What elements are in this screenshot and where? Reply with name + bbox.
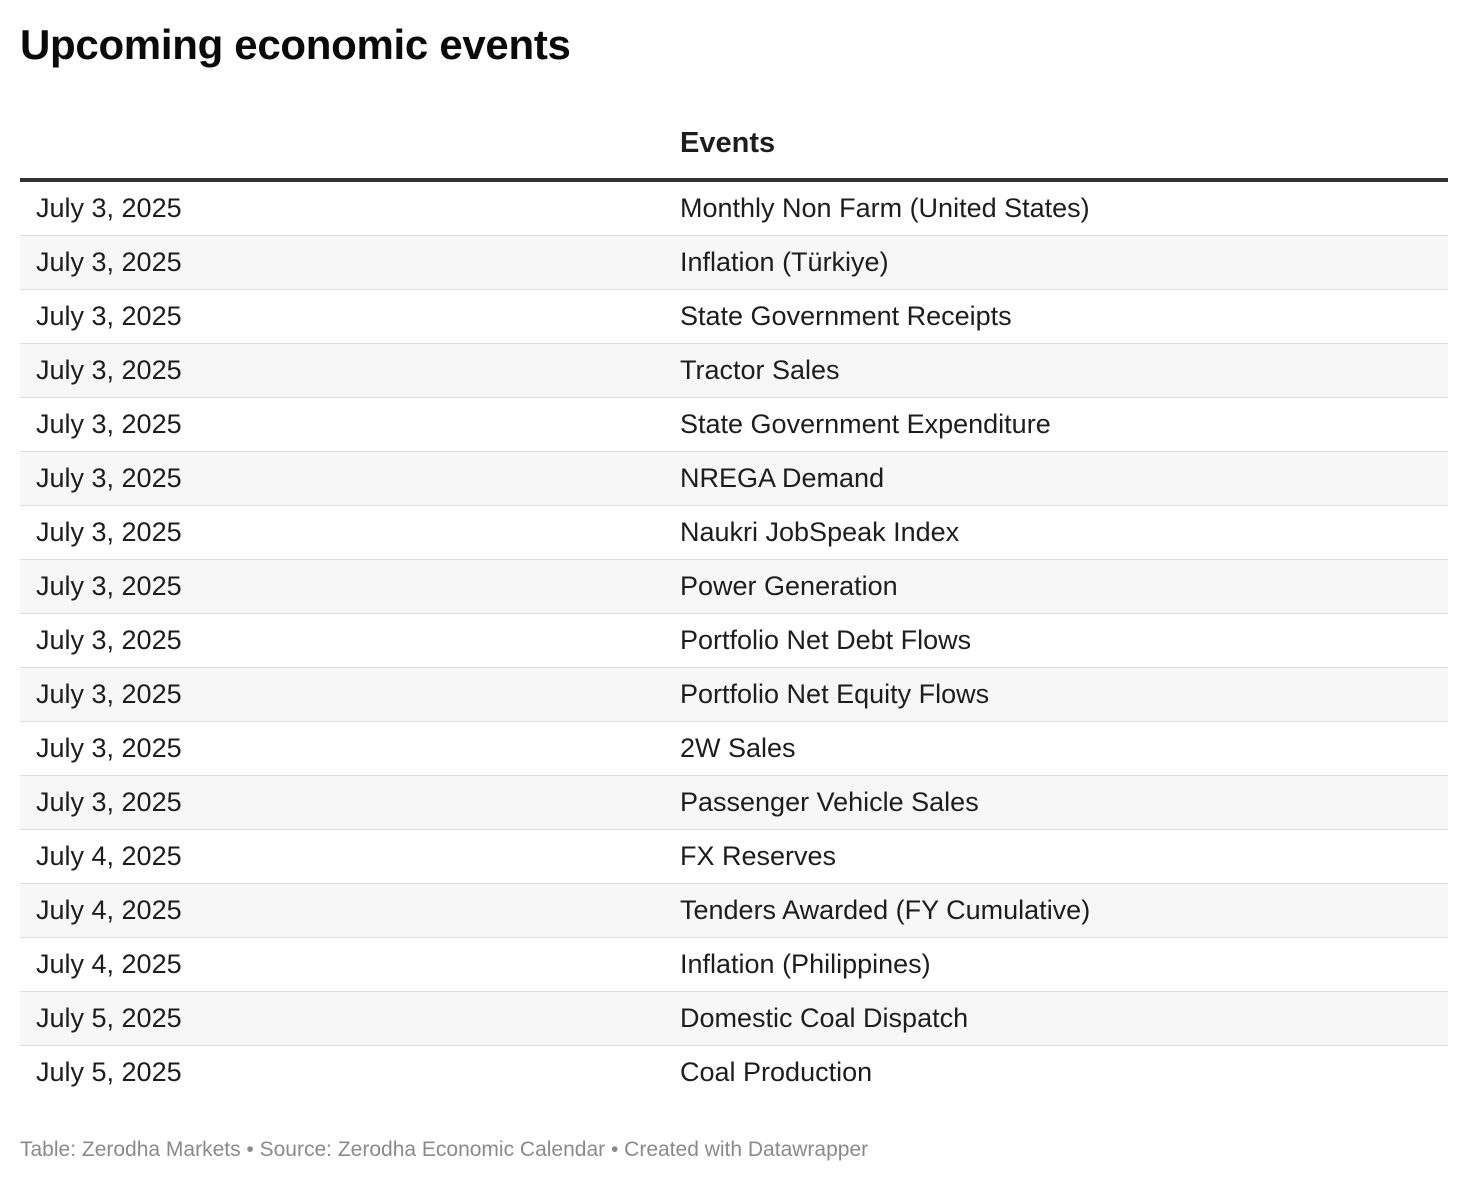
table-row: July 3, 2025 State Government Expenditure	[20, 397, 1448, 452]
table-row: July 3, 2025 Naukri JobSpeak Index	[20, 505, 1448, 560]
cell-event: Coal Production	[680, 1057, 873, 1087]
cell-event: Monthly Non Farm (United States)	[664, 180, 1448, 236]
table-row: July 3, 2025 NREGA Demand	[20, 451, 1448, 506]
header-row: Events	[20, 108, 1448, 182]
cell-event: State Government Expenditure	[664, 397, 1448, 452]
cell-date: July 4, 2025	[20, 829, 664, 884]
cell-event: NREGA Demand	[664, 451, 1448, 506]
column-header-date	[20, 108, 664, 182]
cell-date: July 3, 2025	[20, 180, 664, 236]
table-row: July 3, 2025 Inflation (Türkiye)	[20, 235, 1448, 290]
table-row: July 4, 2025 Inflation (Philippines)	[20, 937, 1448, 992]
table-row: July 3, 2025 State Government Receipts	[20, 289, 1448, 344]
cell-event: State Government Receipts	[664, 289, 1448, 344]
chart-title: Upcoming economic events	[20, 21, 571, 68]
table-row: July 3, 2025 Passenger Vehicle Sales	[20, 775, 1448, 830]
cell-date: July 3, 2025	[20, 721, 664, 776]
chart-footer: Table: Zerodha Markets • Source: Zerodha…	[20, 1138, 869, 1161]
table-row: July 3, 2025 Tractor Sales	[20, 343, 1448, 398]
cell-event: Inflation (Türkiye)	[664, 235, 1448, 290]
cell-date: July 5, 2025	[36, 1057, 182, 1087]
cell-date: July 3, 2025	[20, 505, 664, 560]
cell-event: Portfolio Net Debt Flows	[664, 613, 1448, 668]
cell-date: July 3, 2025	[20, 397, 664, 452]
cell-event: Inflation (Philippines)	[664, 937, 1448, 992]
table-row: July 3, 2025 Portfolio Net Debt Flows	[20, 613, 1448, 668]
cell-event: Power Generation	[664, 559, 1448, 614]
table-row: July 5, 2025 Coal Production	[20, 1046, 1448, 1100]
cell-date: July 3, 2025	[20, 343, 664, 398]
table-row: July 3, 2025 2W Sales	[20, 721, 1448, 776]
cell-date: July 4, 2025	[20, 883, 664, 938]
cell-event: Domestic Coal Dispatch	[664, 991, 1448, 1046]
table-header: Events	[20, 108, 1448, 182]
table-row: July 3, 2025 Power Generation	[20, 559, 1448, 614]
cell-date: July 3, 2025	[20, 451, 664, 506]
cell-date: July 3, 2025	[20, 775, 664, 830]
column-header-events: Events	[664, 108, 1448, 182]
cell-event: FX Reserves	[664, 829, 1448, 884]
cell-date: July 3, 2025	[20, 235, 664, 290]
cell-event: Portfolio Net Equity Flows	[664, 667, 1448, 722]
table-row: July 3, 2025 Portfolio Net Equity Flows	[20, 667, 1448, 722]
cell-date: July 4, 2025	[20, 937, 664, 992]
table-body: July 3, 2025 Monthly Non Farm (United Sta…	[20, 180, 1448, 1099]
cell-date: July 3, 2025	[20, 289, 664, 344]
cell-event: Tractor Sales	[664, 343, 1448, 398]
table-row: July 4, 2025 Tenders Awarded (FY Cumulati…	[20, 883, 1448, 938]
cell-date: July 3, 2025	[20, 559, 664, 614]
cell-event: Naukri JobSpeak Index	[664, 505, 1448, 560]
table-row: July 4, 2025 FX Reserves	[20, 829, 1448, 884]
cell-date: July 5, 2025	[20, 991, 664, 1046]
table-row: July 3, 2025 Monthly Non Farm (United Sta…	[20, 180, 1448, 236]
cell-event: 2W Sales	[664, 721, 1448, 776]
cell-date: July 3, 2025	[20, 613, 664, 668]
cell-event: Tenders Awarded (FY Cumulative)	[664, 883, 1448, 938]
events-table: Events July 3, 2025 Monthly Non Farm (Uni…	[20, 108, 1448, 1099]
table-row: July 5, 2025 Domestic Coal Dispatch	[20, 991, 1448, 1046]
cell-date: July 3, 2025	[20, 667, 664, 722]
cell-event: Passenger Vehicle Sales	[664, 775, 1448, 830]
